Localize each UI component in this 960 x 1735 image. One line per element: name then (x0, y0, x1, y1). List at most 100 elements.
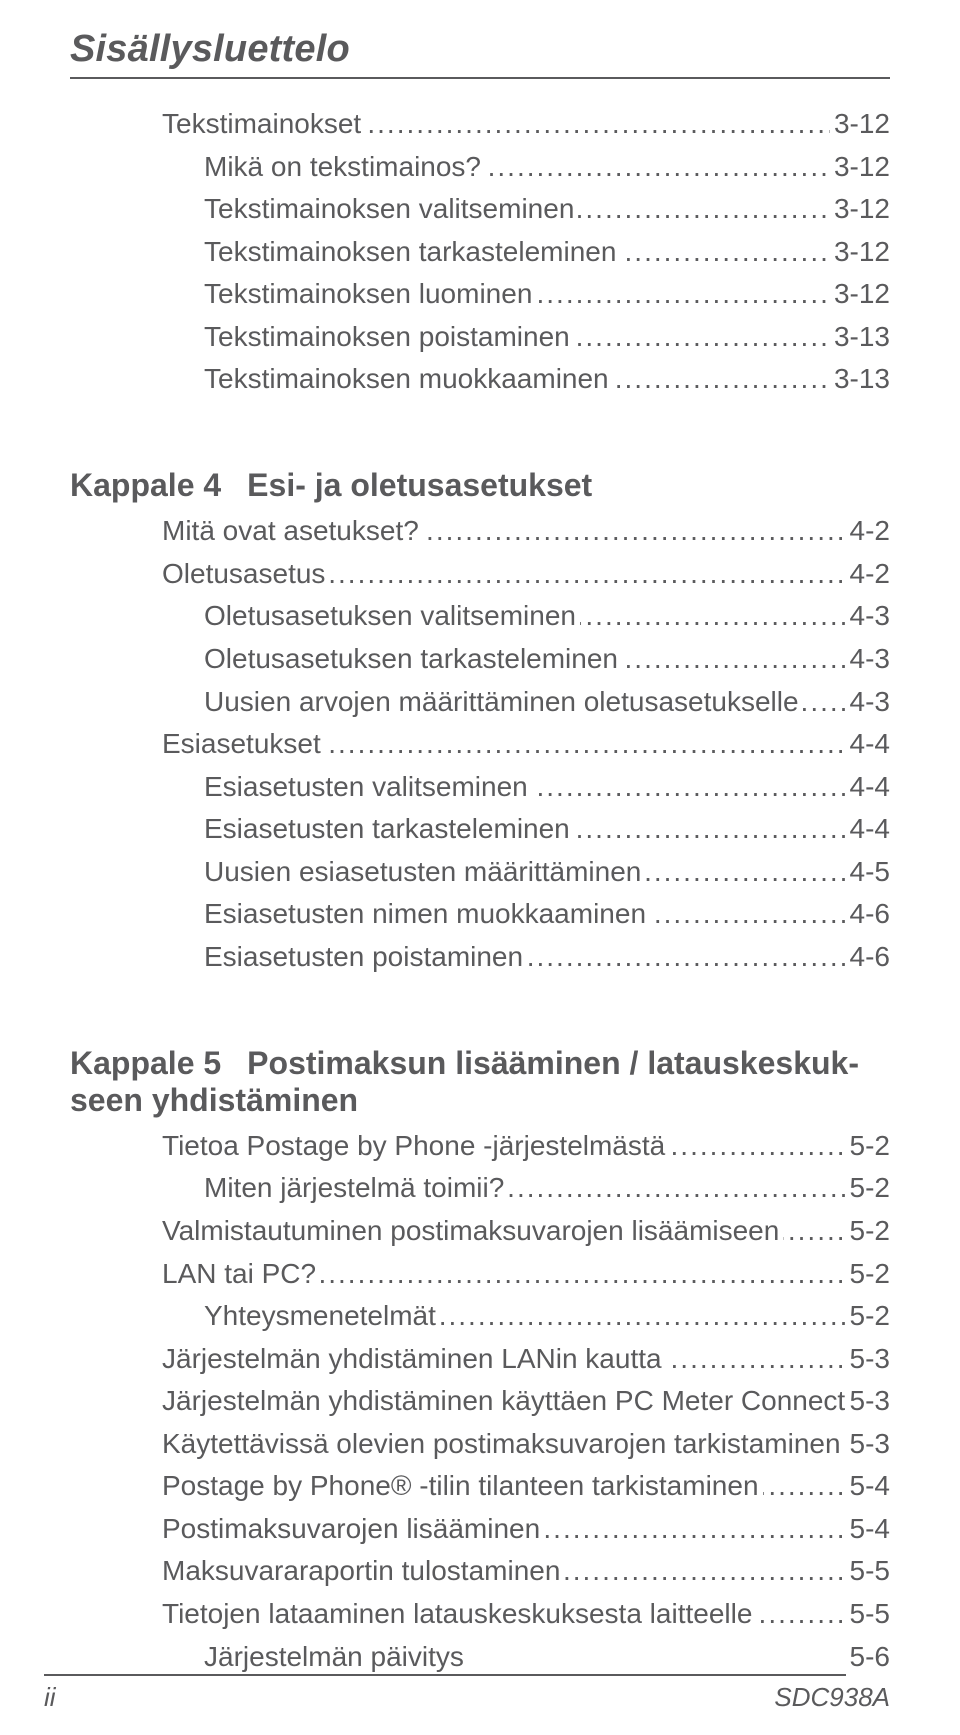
toc-entry: ........................................… (204, 638, 890, 681)
toc-entry: ........................................… (204, 766, 890, 809)
running-head: Sisällysluettelo (70, 28, 890, 79)
toc-entry: ........................................… (204, 316, 890, 359)
chapter-heading: Kappale 4 Esi- ja oletusasetukset (70, 467, 890, 504)
toc-entry-page: 4-2 (846, 510, 890, 553)
toc-entry-label: Esiasetusten valitseminen (204, 771, 532, 802)
toc-entry-page: 5-3 (846, 1380, 890, 1423)
toc-entry-label: Tekstimainoksen tarkasteleminen (204, 236, 620, 267)
chapter-number: Kappale 5 (70, 1045, 221, 1082)
chapter-number: Kappale 4 (70, 467, 221, 504)
toc-entry: ........................................… (162, 1508, 890, 1551)
toc-entry-page: 4-4 (846, 808, 890, 851)
toc-entry-label: Oletusasetus (162, 558, 329, 589)
toc-entry: ........................................… (204, 681, 890, 724)
toc-entry-page: 3-12 (830, 188, 890, 231)
toc-entry: ........................................… (162, 1550, 890, 1593)
chapter-title-continued: seen yhdistäminen (70, 1082, 890, 1119)
toc-entry-label: Esiasetusten tarkasteleminen (204, 813, 574, 844)
toc-entry-label: Mitä ovat asetukset? (162, 515, 423, 546)
toc-entry-label: Järjestelmän päivitys (204, 1641, 468, 1672)
toc-entry: ........................................… (204, 893, 890, 936)
toc-entry-label: Esiasetukset (162, 728, 325, 759)
toc-entry: ........................................… (162, 1380, 890, 1423)
toc-entry: ........................................… (204, 146, 890, 189)
toc-entry-label: Tietojen lataaminen latauskeskuksesta la… (162, 1598, 756, 1629)
toc-entry-label: Maksuvararaportin tulostaminen (162, 1555, 564, 1586)
toc-entry-label: Järjestelmän yhdistäminen käyttäen PC Me… (162, 1385, 871, 1416)
toc-entry-page: 5-3 (846, 1423, 890, 1466)
toc-entry: ........................................… (204, 808, 890, 851)
toc-entry-page: 4-6 (846, 936, 890, 979)
toc-entry: ........................................… (162, 1423, 890, 1466)
toc-entry-label: Mikä on tekstimainos? (204, 151, 485, 182)
toc-entry-page: 4-3 (846, 595, 890, 638)
toc-entry-page: 5-4 (846, 1508, 890, 1551)
toc-entry: ........................................… (162, 1125, 890, 1168)
toc-entry (204, 978, 890, 1021)
toc-entry: ........................................… (162, 723, 890, 766)
page-footer: ii SDC938A (44, 1674, 890, 1713)
toc-entry-label: Postage by Phone® -tilin tilanteen tarki… (162, 1470, 763, 1501)
toc-section: ........................................… (70, 103, 890, 443)
toc-entry-label: Järjestelmän yhdistäminen LANin kautta (162, 1343, 666, 1374)
toc-entry-label: Esiasetusten nimen muokkaaminen (204, 898, 650, 929)
table-of-contents: ........................................… (70, 103, 890, 1678)
toc-entry-page: 4-3 (846, 681, 890, 724)
toc-entry: ........................................… (204, 231, 890, 274)
toc-entry-label: Esiasetusten poistaminen (204, 941, 527, 972)
document-page: Sisällysluettelo .......................… (0, 0, 960, 1735)
toc-entry-label: Uusien esiasetusten määrittäminen (204, 856, 645, 887)
toc-entry-label: Valmistautuminen postimaksuvarojen lisää… (162, 1215, 783, 1246)
toc-entry-page: 4-4 (846, 723, 890, 766)
toc-entry: Järjestelmän päivitys5-6 (204, 1636, 890, 1679)
toc-entry: ........................................… (162, 103, 890, 146)
toc-entry-page: 5-2 (846, 1167, 890, 1210)
toc-entry: ........................................… (162, 1338, 890, 1381)
toc-entry-page: 5-5 (846, 1593, 890, 1636)
toc-entry-page: 3-12 (830, 231, 890, 274)
toc-entry-label: Oletusasetuksen valitseminen (204, 600, 580, 631)
toc-entry-label: Tietoa Postage by Phone -järjestelmästä (162, 1130, 669, 1161)
toc-entry: ........................................… (204, 188, 890, 231)
toc-entry-page: 3-12 (830, 103, 890, 146)
toc-entry: ........................................… (204, 273, 890, 316)
toc-entry-page: 5-2 (846, 1253, 890, 1296)
toc-entry-page: 3-13 (830, 358, 890, 401)
chapter-title: Esi- ja oletusasetukset (247, 467, 592, 504)
toc-entry-page: 5-5 (846, 1550, 890, 1593)
toc-entry-page: 3-12 (830, 273, 890, 316)
toc-entry (204, 401, 890, 444)
toc-entry-page: 4-6 (846, 893, 890, 936)
toc-entry: ........................................… (204, 1167, 890, 1210)
toc-entry-page: 4-4 (846, 766, 890, 809)
chapter-heading: Kappale 5Postimaksun lisääminen / lataus… (70, 1045, 890, 1119)
toc-entry-label: Postimaksuvarojen lisääminen (162, 1513, 544, 1544)
toc-entry-label: Tekstimainoksen luominen (204, 278, 536, 309)
toc-entry: ........................................… (162, 553, 890, 596)
toc-entry-page: 5-2 (846, 1210, 890, 1253)
toc-entry: ........................................… (204, 936, 890, 979)
toc-entry-label: Miten järjestelmä toimii? (204, 1172, 508, 1203)
footer-page-number: ii (44, 1682, 56, 1713)
toc-entry-label: Tekstimainoksen valitseminen (204, 193, 578, 224)
toc-entry: ........................................… (162, 1210, 890, 1253)
toc-entry-label: Oletusasetuksen tarkasteleminen (204, 643, 622, 674)
toc-entry-page: 3-12 (830, 146, 890, 189)
footer-doc-code: SDC938A (774, 1682, 890, 1713)
toc-entry-page: 3-13 (830, 316, 890, 359)
toc-entry-page: 5-2 (846, 1125, 890, 1168)
toc-entry: ........................................… (204, 595, 890, 638)
toc-entry-label: Tekstimainokset (162, 108, 365, 139)
toc-section: Kappale 5Postimaksun lisääminen / lataus… (70, 1045, 890, 1678)
toc-entry: ........................................… (162, 1253, 890, 1296)
toc-entry-page: 4-5 (846, 851, 890, 894)
toc-entry-label: LAN tai PC? (162, 1258, 320, 1289)
toc-entry-page: 4-3 (846, 638, 890, 681)
toc-section: Kappale 4 Esi- ja oletusasetukset........… (70, 467, 890, 1021)
toc-entry: ........................................… (162, 510, 890, 553)
toc-entry-page: 5-4 (846, 1465, 890, 1508)
toc-entry-page: 5-2 (846, 1295, 890, 1338)
toc-entry-label: Yhteysmenetelmät (204, 1300, 440, 1331)
toc-entry-page: 4-2 (846, 553, 890, 596)
toc-entry-page: 5-3 (846, 1338, 890, 1381)
